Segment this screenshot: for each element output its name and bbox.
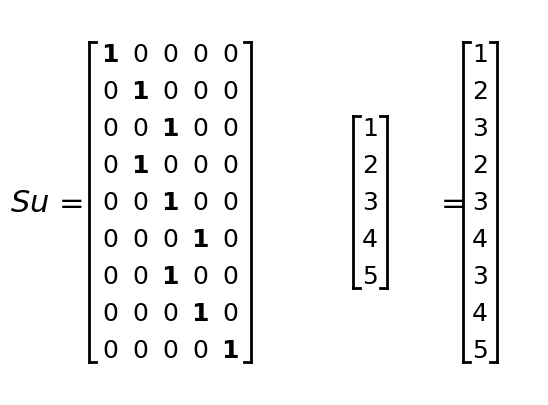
Text: 2: 2: [472, 153, 488, 177]
Text: 0: 0: [222, 301, 238, 325]
Text: $Su$: $Su$: [10, 188, 50, 217]
Text: 0: 0: [192, 338, 208, 362]
Text: 0: 0: [222, 43, 238, 67]
Text: 0: 0: [162, 43, 178, 67]
Text: 3: 3: [472, 264, 488, 288]
Text: 1: 1: [221, 338, 239, 362]
Text: 0: 0: [162, 338, 178, 362]
Text: 2: 2: [362, 153, 378, 177]
Text: 1: 1: [132, 153, 149, 177]
Text: 4: 4: [472, 228, 488, 252]
Text: 0: 0: [222, 153, 238, 177]
Text: 0: 0: [132, 338, 148, 362]
Text: 0: 0: [132, 117, 148, 141]
Text: 2: 2: [472, 80, 488, 104]
Text: 0: 0: [192, 80, 208, 104]
Text: 0: 0: [132, 43, 148, 67]
Text: 0: 0: [102, 153, 118, 177]
Text: $=$: $=$: [435, 188, 465, 217]
Text: 0: 0: [102, 190, 118, 215]
Text: 0: 0: [162, 153, 178, 177]
Text: 1: 1: [161, 190, 179, 215]
Text: 0: 0: [102, 301, 118, 325]
Text: 0: 0: [222, 190, 238, 215]
Text: 0: 0: [162, 228, 178, 252]
Text: 4: 4: [362, 228, 378, 252]
Text: 1: 1: [472, 43, 488, 67]
Text: 0: 0: [102, 80, 118, 104]
Text: 0: 0: [222, 117, 238, 141]
Text: 0: 0: [192, 153, 208, 177]
Text: 0: 0: [192, 43, 208, 67]
Text: 0: 0: [192, 264, 208, 288]
Text: 0: 0: [132, 301, 148, 325]
Text: 0: 0: [222, 228, 238, 252]
Text: 0: 0: [102, 338, 118, 362]
Text: 1: 1: [191, 228, 209, 252]
Text: 0: 0: [132, 190, 148, 215]
Text: 1: 1: [362, 117, 378, 141]
Text: 1: 1: [161, 117, 179, 141]
Text: 1: 1: [161, 264, 179, 288]
Text: 5: 5: [362, 264, 378, 288]
Text: 3: 3: [472, 117, 488, 141]
Text: 0: 0: [222, 264, 238, 288]
Text: 0: 0: [162, 80, 178, 104]
Text: 4: 4: [472, 301, 488, 325]
Text: 0: 0: [102, 264, 118, 288]
Text: $=$: $=$: [53, 188, 83, 217]
Text: 0: 0: [192, 117, 208, 141]
Text: 1: 1: [191, 301, 209, 325]
Text: 3: 3: [362, 190, 378, 215]
Text: 1: 1: [101, 43, 119, 67]
Text: 0: 0: [192, 190, 208, 215]
Text: 1: 1: [132, 80, 149, 104]
Text: 0: 0: [102, 117, 118, 141]
Text: 0: 0: [162, 301, 178, 325]
Text: 0: 0: [222, 80, 238, 104]
Text: 0: 0: [102, 228, 118, 252]
Text: 3: 3: [472, 190, 488, 215]
Text: 0: 0: [132, 228, 148, 252]
Text: 5: 5: [472, 338, 488, 362]
Text: 0: 0: [132, 264, 148, 288]
